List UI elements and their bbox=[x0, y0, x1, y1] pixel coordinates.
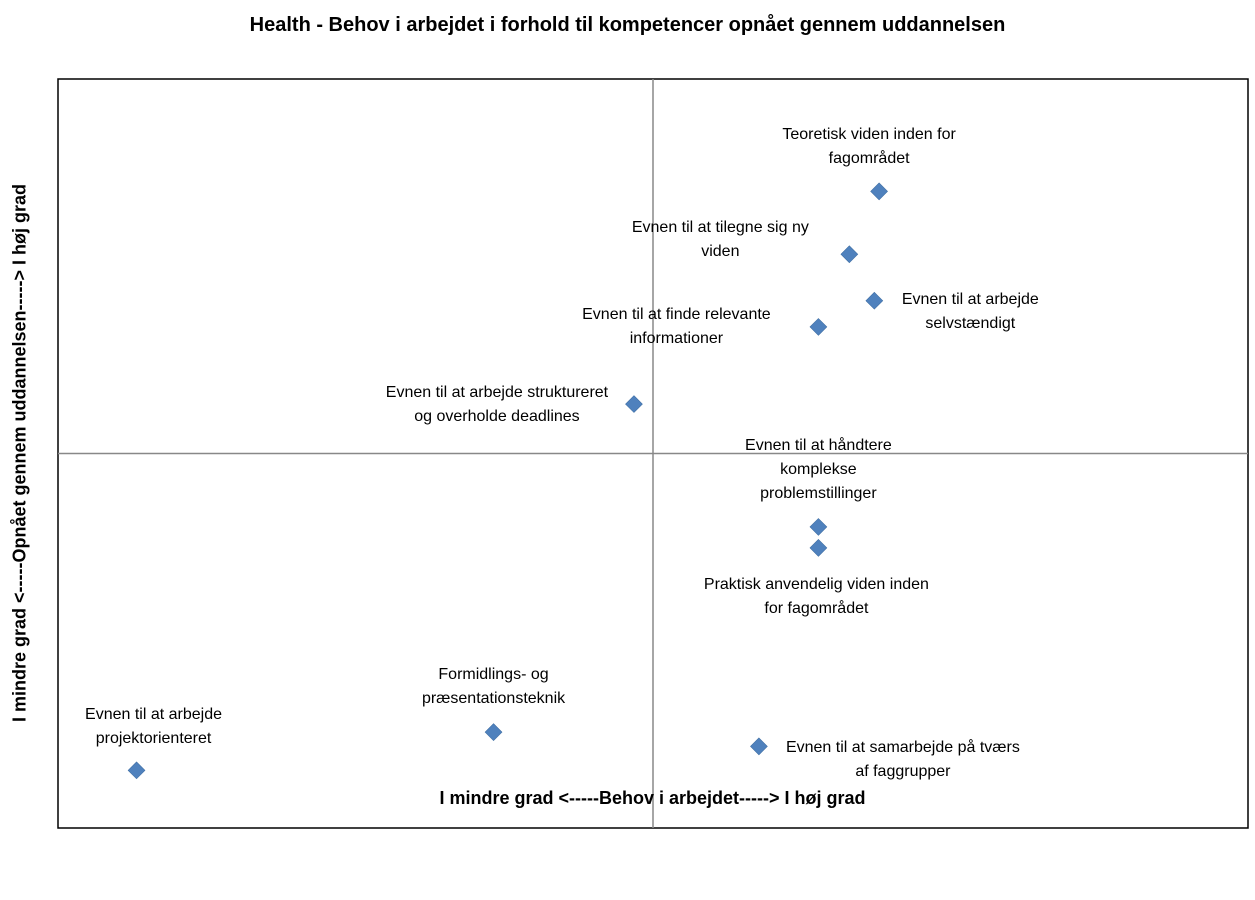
point bbox=[484, 723, 503, 741]
point bbox=[840, 245, 859, 264]
point bbox=[809, 318, 828, 336]
point bbox=[809, 518, 828, 536]
point-label: Evnen til at arbejde struktureret og ove… bbox=[385, 384, 609, 426]
point-label: Evnen til at finde relevante information… bbox=[582, 305, 771, 347]
point bbox=[625, 395, 643, 413]
point-label: Evnen til at arbejde projektorienteret bbox=[85, 706, 223, 748]
point bbox=[870, 182, 888, 201]
chart-title: Health - Behov i arbejdet i forhold til … bbox=[249, 14, 1006, 36]
point-label: Teoretisk viden inden for fagområdet bbox=[782, 126, 956, 168]
point-label: Evnen til at samarbejde på tværs af fagg… bbox=[785, 739, 1020, 781]
point bbox=[127, 761, 146, 780]
y-axis-label: I mindre grad <-----Opnået gennem uddann… bbox=[9, 183, 30, 723]
x-axis-label: I mindre grad <-----Behov i arbejdet----… bbox=[439, 788, 866, 808]
point bbox=[750, 737, 768, 756]
point-label: Evnen til at arbejde selvstændigt bbox=[901, 290, 1039, 332]
point-label: Evnen til at tilegne sig ny viden bbox=[631, 219, 809, 261]
point-label: Evnen til at håndtere komplekse problems… bbox=[745, 436, 892, 502]
point-label: Formidlings- og præsentationsteknik bbox=[421, 666, 566, 708]
point-label: Praktisk anvendelig viden inden for fago… bbox=[703, 575, 929, 617]
point bbox=[865, 291, 884, 310]
point bbox=[809, 539, 828, 557]
